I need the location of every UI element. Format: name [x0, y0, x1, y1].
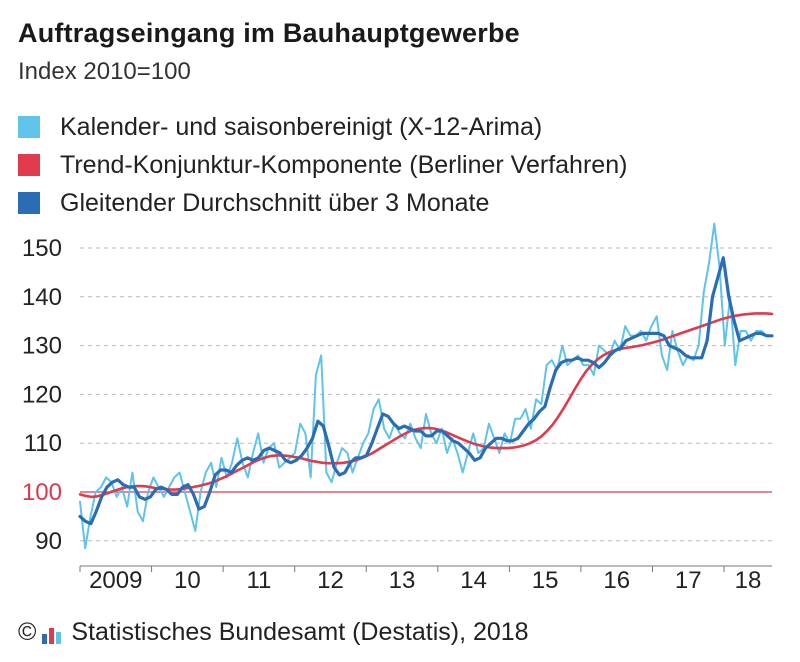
series-lines: [78, 222, 774, 550]
x-tick-label-2015: 15: [532, 567, 559, 594]
source-text: Statistisches Bundesamt (Destatis), 2018: [71, 618, 529, 646]
chart-subtitle: Index 2010=100: [18, 58, 191, 85]
series-line-2: [78, 256, 774, 526]
x-tick-label-2009: 2009: [89, 567, 142, 594]
x-tick-label-2010: 10: [174, 567, 201, 594]
y-tick-label-90: 90: [35, 528, 62, 555]
y-axis: 90 100 110 120 130 140 150: [22, 235, 62, 555]
y-tick-label-110: 110: [24, 430, 62, 457]
legend-label-seasonal: Kalender- und saisonbereinigt (X-12-Arim…: [60, 112, 543, 141]
y-tick-label-140: 140: [22, 284, 62, 311]
legend: Kalender- und saisonbereinigt (X-12-Arim…: [18, 108, 627, 222]
legend-swatch-trend: [18, 154, 40, 176]
y-tick-label-100: 100: [22, 479, 62, 506]
line-chart: 90 100 110 120 130 140 150 2009 10 11 12 13 14 15 16 1…: [22, 222, 774, 594]
y-tick-label-130: 130: [22, 333, 62, 360]
x-tick-label-2014: 14: [460, 567, 487, 594]
y-tick-label-120: 120: [22, 381, 62, 408]
chart-title: Auftragseingang im Bauhauptgewerbe: [18, 18, 520, 48]
x-tick-label-2012: 12: [317, 567, 344, 594]
series-line-0: [79, 222, 773, 550]
copyright-symbol: ©: [18, 618, 37, 646]
x-tick-label-2016: 16: [603, 567, 630, 594]
y-tick-label-150: 150: [22, 235, 62, 262]
x-tick-label-2017: 17: [675, 567, 702, 594]
x-tick-label-2013: 13: [389, 567, 416, 594]
x-axis: 2009 10 11 12 13 14 15 16 17 18: [79, 565, 772, 594]
legend-swatch-seasonal: [18, 116, 40, 138]
legend-label-moving-average: Gleitender Durchschnitt über 3 Monate: [60, 188, 490, 217]
destatis-logo-icon: [42, 622, 63, 644]
legend-item-moving-average: Gleitender Durchschnitt über 3 Monate: [18, 184, 627, 222]
series-line-1: [78, 312, 774, 499]
source-footer: © Statistisches Bundesamt (Destatis), 20…: [18, 618, 529, 647]
x-tick-label-2018: 18: [735, 567, 762, 594]
x-tick-label-2011: 11: [246, 567, 271, 594]
legend-swatch-moving-average: [18, 192, 40, 214]
legend-label-trend: Trend-Konjunktur-Komponente (Berliner Ve…: [60, 150, 628, 179]
gridlines: [80, 247, 772, 542]
legend-item-trend: Trend-Konjunktur-Komponente (Berliner Ve…: [18, 146, 627, 184]
legend-item-seasonal: Kalender- und saisonbereinigt (X-12-Arim…: [18, 108, 627, 146]
